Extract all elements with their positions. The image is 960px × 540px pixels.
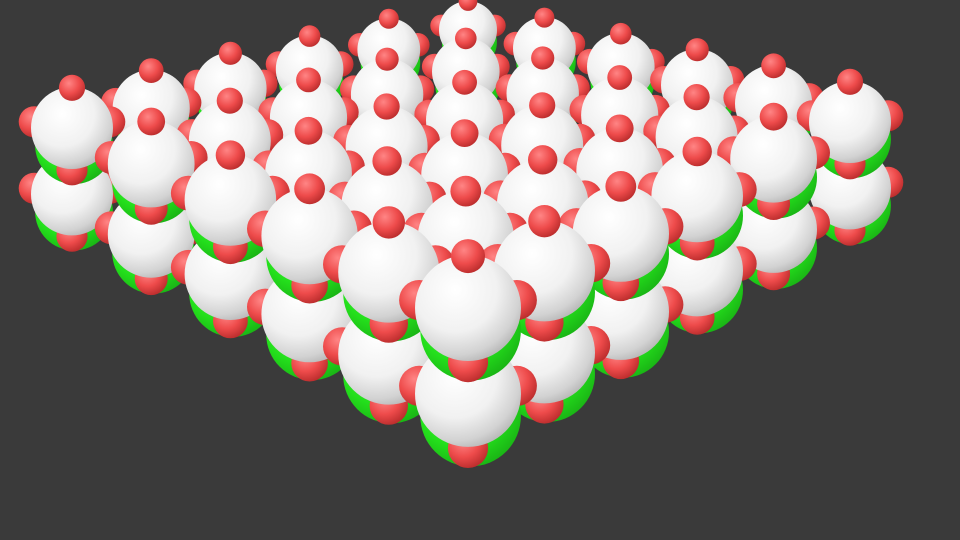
small-atom: [607, 65, 633, 90]
small-atom: [375, 47, 399, 71]
small-atom: [534, 7, 555, 28]
small-atom: [372, 206, 405, 239]
small-atom: [528, 205, 561, 238]
large-atom: [415, 255, 521, 361]
small-atom: [450, 175, 482, 207]
atom-layer: [18, 0, 904, 468]
small-atom: [216, 87, 243, 114]
small-atom: [836, 68, 864, 95]
small-atom: [373, 93, 400, 120]
small-atom: [528, 145, 558, 175]
small-atom: [458, 0, 478, 11]
small-atom: [531, 46, 555, 70]
small-atom: [682, 136, 712, 167]
small-atom: [610, 22, 632, 45]
small-atom: [529, 92, 556, 119]
small-atom: [450, 119, 479, 147]
small-atom: [294, 173, 325, 205]
small-atom: [452, 69, 477, 95]
small-atom: [372, 146, 402, 176]
small-atom: [294, 116, 323, 145]
small-atom: [455, 27, 477, 50]
small-atom: [683, 84, 710, 111]
small-atom: [605, 114, 634, 143]
small-atom: [298, 25, 321, 47]
small-atom: [215, 140, 246, 170]
small-atom: [218, 41, 242, 65]
small-atom: [296, 67, 321, 93]
small-atom: [451, 239, 485, 274]
small-atom: [378, 8, 399, 29]
small-atom: [605, 171, 637, 202]
small-atom: [138, 58, 164, 83]
small-atom: [58, 74, 86, 101]
small-atom: [761, 53, 786, 79]
large-atom: [809, 81, 891, 163]
small-atom: [759, 102, 788, 131]
large-atom: [31, 87, 113, 169]
small-atom: [137, 107, 166, 136]
small-atom: [685, 38, 709, 62]
